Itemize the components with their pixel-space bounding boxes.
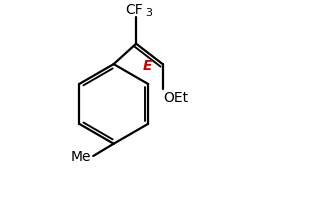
Text: CF: CF [125, 3, 143, 17]
Text: Me: Me [71, 149, 91, 163]
Text: OEt: OEt [163, 90, 188, 104]
Text: 3: 3 [145, 8, 152, 18]
Text: E: E [143, 59, 152, 73]
